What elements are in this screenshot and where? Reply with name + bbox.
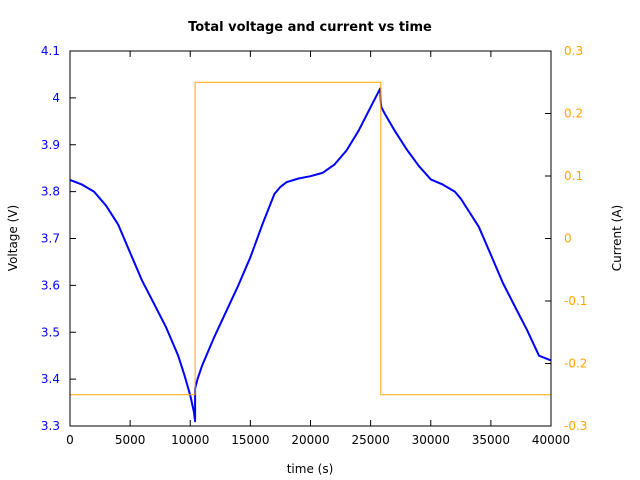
voltage-series-line [69,87,552,423]
x-tick-label: 15000 [231,433,269,447]
y-tick-label: 3.4 [41,372,60,386]
y-tick-label: 3.6 [41,278,60,292]
y-tick-label: 3.5 [41,325,60,339]
y-tick-label: 3.8 [41,185,60,199]
x-tick-label: 5000 [115,433,146,447]
y-axis-label: Voltage (V) [6,205,20,271]
y2-tick-label: 0.2 [564,107,583,121]
x-tick-label: 25000 [352,433,390,447]
y2-tick-label: -0.1 [564,294,587,308]
y-tick-label: 4.1 [41,44,60,58]
x-tick-label: 20000 [291,433,329,447]
x-tick-label: 30000 [412,433,450,447]
x-tick-label: 35000 [472,433,510,447]
y2-axis-label: Current (A) [610,205,624,271]
y-tick-label: 3.9 [41,138,60,152]
y2-tick-label: 0.1 [564,169,583,183]
y2-tick-label: -0.3 [564,419,587,433]
series-layer [69,81,552,423]
current-series-line [70,81,551,396]
x-tick-label: 10000 [171,433,209,447]
ticks-layer: 0 5000 10000 15000 20000 25000 30000 35000 40000… [41,44,588,447]
y-tick-label: 3.3 [41,419,60,433]
y2-tick-label: 0.3 [564,44,583,58]
y-tick-label: 3.7 [41,232,60,246]
x-axis-label: time (s) [287,462,334,476]
chart-title: Total voltage and current vs time [188,20,432,35]
x-tick-label: 40000 [532,433,570,447]
y-tick-label: 4 [52,91,60,105]
x-tick-label: 0 [66,433,74,447]
y2-tick-label: -0.2 [564,357,587,371]
plot-frame [69,50,552,427]
y2-tick-label: 0 [564,232,572,246]
